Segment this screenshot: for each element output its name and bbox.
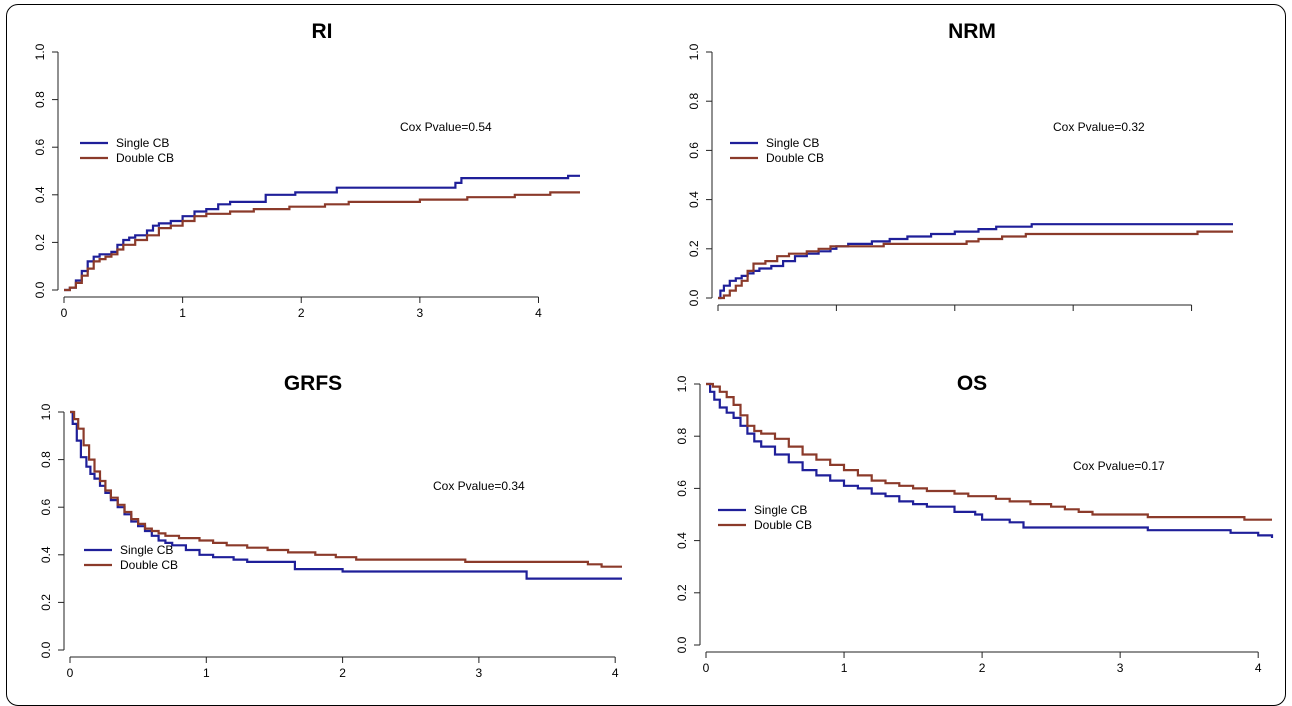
legend-label: Single CB [754,503,807,517]
y-tick-label: 0.2 [33,234,47,251]
x-tick-label: 2 [298,306,305,320]
y-tick-label: 0.0 [33,281,47,298]
series-line-single-cb [64,174,580,292]
y-tick-label: 1.0 [39,403,53,420]
y-tick-label: 0.8 [675,428,689,445]
x-tick-label: 4 [1255,661,1262,675]
x-tick-label: 1 [841,661,848,675]
cox-pvalue-annotation: Cox Pvalue=0.34 [433,479,525,493]
panel-grfs: GRFS 0.0 0.2 0.4 0.6 0.8 1.0 0 1 2 3 4 Single CBDoub… [39,372,622,680]
panel-title: NRM [948,20,996,43]
x-tick-label: 2 [339,666,346,680]
series-line-double-cb [706,382,1272,521]
y-tick-label: 0.4 [39,546,53,563]
legend-label: Double CB [116,151,174,165]
y-tick-label: 0.2 [675,584,689,601]
x-tick-label: 3 [417,306,424,320]
y-tick-label: 0.6 [687,142,701,159]
legend-label: Single CB [120,543,173,557]
x-tick-label: 3 [1117,661,1124,675]
x-tick-label: 1 [203,666,210,680]
y-tick-label: 0.8 [33,91,47,108]
y-tick-label: 0.0 [675,636,689,653]
y-tick-label: 0.2 [687,240,701,257]
panel-ri: RI 0.0 0.2 0.4 0.6 0.8 1.0 0 1 2 3 4 Single CBDouble… [33,20,580,320]
x-tick-label: 4 [612,666,619,680]
panel-title: OS [957,372,987,395]
cox-pvalue-annotation: Cox Pvalue=0.54 [400,120,492,134]
x-tick-label: 0 [703,661,710,675]
series-line-double-cb [70,410,622,568]
series-line-single-cb [70,410,622,580]
x-tick-label: 0 [67,666,74,680]
y-tick-label: 0.4 [675,532,689,549]
series-line-single-cb [706,382,1274,538]
series-line-single-cb [718,223,1233,300]
legend-label: Single CB [116,136,169,150]
legend-label: Double CB [754,518,812,532]
x-tick-label: 1 [179,306,186,320]
x-tick-label: 2 [979,661,986,675]
y-tick-label: 1.0 [33,43,47,60]
y-tick-label: 0.4 [687,191,701,208]
y-tick-label: 0.0 [39,641,53,658]
figure-frame [6,4,1286,706]
y-tick-label: 0.6 [675,480,689,497]
y-tick-label: 0.8 [39,451,53,468]
legend-label: Double CB [120,558,178,572]
panel-os: OS 0.0 0.2 0.4 0.6 0.8 1.0 0 1 2 3 4 Single CBDouble… [675,372,1274,675]
legend-label: Single CB [766,136,819,150]
y-tick-label: 0.0 [687,289,701,306]
y-tick-label: 0.6 [39,499,53,516]
y-tick-label: 0.6 [33,139,47,156]
y-tick-label: 1.0 [675,375,689,392]
series-line-double-cb [718,230,1233,300]
cox-pvalue-annotation: Cox Pvalue=0.32 [1053,120,1145,134]
x-tick-label: 3 [476,666,483,680]
panel-title: RI [312,20,333,43]
x-tick-label: 0 [61,306,68,320]
y-tick-label: 0.4 [33,186,47,203]
legend-label: Double CB [766,151,824,165]
y-tick-label: 1.0 [687,43,701,60]
y-tick-label: 0.8 [687,93,701,110]
cox-pvalue-annotation: Cox Pvalue=0.17 [1073,459,1165,473]
panel-title: GRFS [284,372,342,395]
x-tick-label: 4 [535,306,542,320]
series-line-double-cb [64,191,580,292]
y-tick-label: 0.2 [39,594,53,611]
